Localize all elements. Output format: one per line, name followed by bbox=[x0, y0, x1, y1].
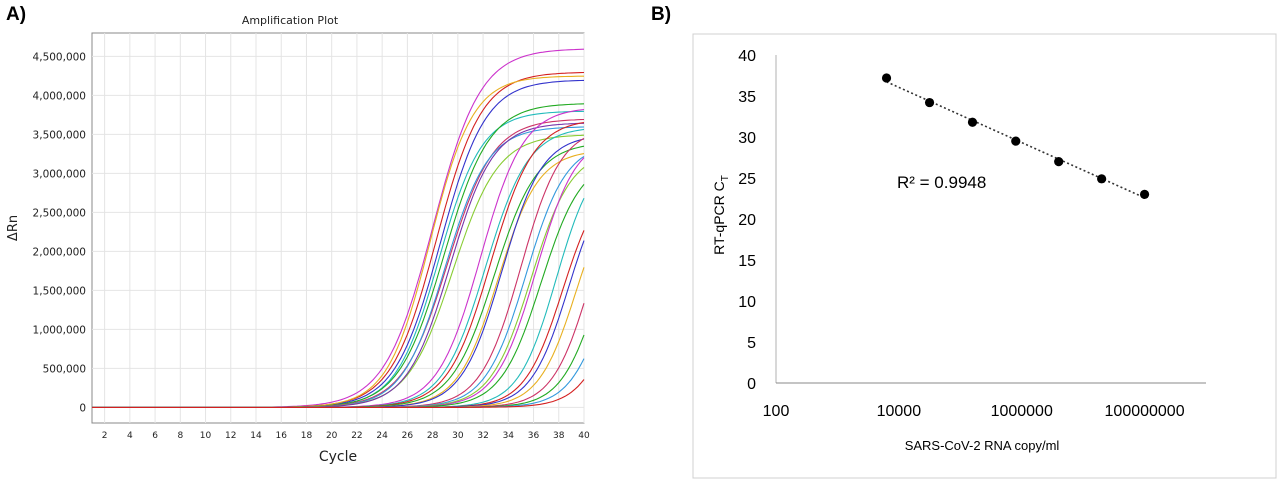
chart-a-y-tick-label: 1,000,000 bbox=[33, 324, 86, 336]
panel-b-label: B) bbox=[651, 4, 672, 25]
chart-b-x-axis-label: SARS-CoV-2 RNA copy/ml bbox=[905, 438, 1060, 453]
chart-a-y-tick-label: 1,500,000 bbox=[33, 285, 86, 297]
chart-b-y-tick-label: 30 bbox=[738, 130, 756, 147]
chart-a-x-tick-label: 26 bbox=[402, 431, 414, 441]
chart-b-y-axis-label-subscript: T bbox=[720, 175, 731, 181]
chart-a-x-tick-label: 4 bbox=[127, 431, 133, 441]
chart-b-y-tick-label: 35 bbox=[738, 89, 756, 106]
chart-b-x-tick-label: 100 bbox=[763, 403, 790, 420]
chart-b-y-tick-label: 15 bbox=[738, 253, 756, 270]
chart-b-points bbox=[881, 73, 1150, 199]
chart-b-x-ticks: 100 10000 1000000 100000000 bbox=[763, 403, 1185, 420]
chart-b-y-axis-label-main: RT-qPCR C bbox=[711, 181, 727, 255]
chart-b-y-tick-label: 40 bbox=[738, 48, 756, 65]
chart-b-x-tick-label: 10000 bbox=[877, 403, 922, 420]
chart-a-x-tick-label: 14 bbox=[250, 431, 262, 441]
chart-a-x-tick-label: 28 bbox=[427, 431, 439, 441]
chart-a-x-axis-label: Cycle bbox=[319, 449, 357, 465]
chart-a-x-tick-label: 18 bbox=[301, 431, 313, 441]
chart-a-y-ticks: 0 500,000 1,000,000 1,500,000 2,000,000 2,500… bbox=[33, 51, 86, 414]
chart-b-annotation: R² = 0.9948 bbox=[897, 173, 986, 192]
chart-a-y-tick-label: 3,500,000 bbox=[33, 129, 86, 141]
panel-a-label: A) bbox=[6, 4, 27, 25]
chart-b-y-tick-label: 25 bbox=[738, 171, 756, 188]
chart-a-x-tick-label: 32 bbox=[477, 431, 488, 441]
chart-a-y-tick-label: 2,000,000 bbox=[33, 246, 86, 258]
chart-a-x-tick-label: 34 bbox=[503, 431, 515, 441]
chart-a-x-ticks: 2 4 6 8 10 12 14 16 18 20 22 24 26 28 30 32 34 36 38 40 bbox=[102, 431, 590, 441]
chart-a-x-tick-label: 40 bbox=[578, 431, 590, 441]
chart-b-point bbox=[1011, 136, 1021, 146]
chart-a-y-tick-label: 4,500,000 bbox=[33, 51, 86, 63]
chart-a-x-tick-label: 30 bbox=[452, 431, 464, 441]
chart-b-point bbox=[1054, 157, 1064, 167]
chart-b-point bbox=[881, 73, 892, 83]
chart-a-x-tick-label: 22 bbox=[351, 431, 362, 441]
chart-a-y-tick-label: 2,500,000 bbox=[33, 207, 86, 219]
chart-a-title: Amplification Plot bbox=[242, 14, 339, 27]
chart-a-y-tick-label: 4,000,000 bbox=[33, 90, 86, 102]
chart-b-y-tick-label: 10 bbox=[738, 294, 756, 311]
standard-curve-chart: 0 5 10 15 20 25 30 35 40 100 10000 1000000 10000000… bbox=[692, 33, 1277, 479]
chart-a-series-line bbox=[92, 379, 585, 408]
chart-b-y-tick-label: 5 bbox=[747, 335, 756, 352]
chart-a-x-tick-label: 36 bbox=[528, 431, 540, 441]
chart-a-x-tick-label: 2 bbox=[102, 431, 108, 441]
chart-b-x-tick-label: 100000000 bbox=[1105, 403, 1185, 420]
chart-b-point bbox=[1097, 174, 1107, 184]
chart-a-x-tick-label: 16 bbox=[276, 431, 288, 441]
chart-a-x-tick-label: 24 bbox=[376, 431, 388, 441]
chart-b-point bbox=[924, 97, 935, 108]
chart-b-point bbox=[967, 117, 978, 127]
amplification-plot: Amplification Plot 2 4 6 8 10 12 14 16 18 20 22 24 2… bbox=[6, 14, 590, 465]
chart-b-y-tick-label: 0 bbox=[747, 376, 756, 393]
chart-b-point bbox=[1139, 189, 1150, 199]
chart-a-x-tick-label: 8 bbox=[177, 431, 183, 441]
chart-a-series-group bbox=[92, 48, 585, 408]
chart-b-y-ticks: 0 5 10 15 20 25 30 35 40 bbox=[738, 48, 756, 393]
chart-a-x-tick-label: 6 bbox=[152, 431, 158, 441]
chart-a-x-tick-label: 38 bbox=[553, 431, 565, 441]
chart-b-y-axis-label: RT-qPCR CT bbox=[711, 175, 731, 255]
chart-b-x-tick-label: 1000000 bbox=[991, 403, 1053, 420]
chart-b-frame bbox=[692, 33, 1277, 479]
chart-a-x-tick-label: 10 bbox=[200, 431, 212, 441]
chart-b-y-tick-label: 20 bbox=[738, 212, 756, 229]
chart-a-y-tick-label: 500,000 bbox=[43, 363, 86, 375]
chart-a-x-tick-label: 12 bbox=[225, 431, 236, 441]
chart-a-y-axis-label: ΔRn bbox=[6, 215, 21, 241]
chart-a-x-tick-label: 20 bbox=[326, 431, 338, 441]
chart-a-y-tick-label: 0 bbox=[79, 402, 86, 414]
chart-a-y-tick-label: 3,000,000 bbox=[33, 168, 86, 180]
